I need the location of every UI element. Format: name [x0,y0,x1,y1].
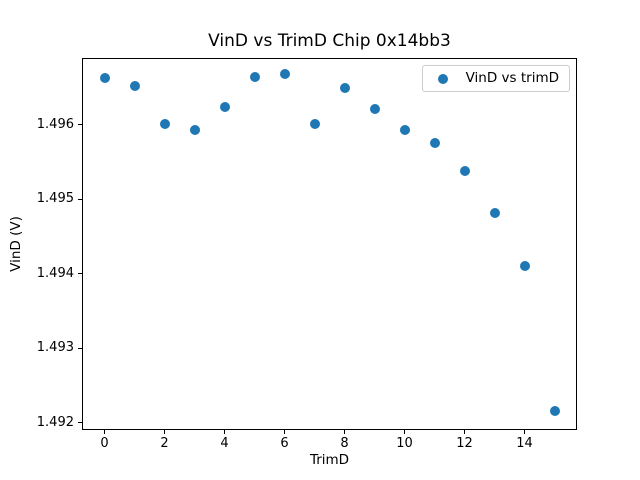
y-tick-label: 1.493 [36,340,74,356]
scatter-point[interactable] [369,104,380,115]
scatter-point[interactable] [519,261,530,272]
scatter-point[interactable] [459,166,470,177]
x-tick-mark [224,430,225,434]
x-tick-label: 12 [456,436,473,451]
x-tick-label: 6 [280,436,289,451]
x-tick-label: 8 [340,436,349,451]
y-tick-mark [78,347,82,349]
scatter-point[interactable] [309,119,320,130]
plot-area: VinD vs trimD [82,58,577,430]
x-tick-mark [284,430,285,434]
scatter-point[interactable] [399,125,410,136]
x-tick-label: 14 [516,436,533,451]
chart-title: VinD vs TrimD Chip 0x14bb3 [208,31,451,51]
legend-label: VinD vs trimD [465,70,559,86]
scatter-point[interactable] [339,82,350,93]
x-tick-mark [104,430,105,434]
x-tick-label: 10 [396,436,413,451]
scatter-point[interactable] [189,125,200,136]
y-tick-mark [78,422,82,424]
legend-marker-icon [437,73,448,84]
y-tick-label: 1.494 [36,265,74,281]
x-tick-mark [524,430,525,434]
scatter-point[interactable] [219,102,230,113]
legend[interactable]: VinD vs trimD [421,65,570,92]
scatter-point[interactable] [159,119,170,130]
y-tick-mark [78,273,82,275]
x-tick-mark [344,430,345,434]
scatter-point[interactable] [429,137,440,148]
x-tick-mark [404,430,405,434]
x-tick-label: 0 [100,436,109,451]
y-tick-mark [78,198,82,200]
scatter-point[interactable] [549,405,560,416]
x-tick-label: 4 [220,436,229,451]
scatter-point[interactable] [99,73,110,84]
scatter-point[interactable] [249,71,260,82]
y-tick-label: 1.496 [36,116,74,132]
x-tick-mark [164,430,165,434]
x-tick-label: 2 [160,436,169,451]
x-axis-label: TrimD [309,452,350,468]
y-axis-label: VinD (V) [8,216,24,272]
scatter-point[interactable] [279,69,290,80]
y-tick-mark [78,124,82,126]
scatter-point[interactable] [489,207,500,218]
scatter-point[interactable] [129,80,140,91]
x-tick-mark [464,430,465,434]
y-tick-label: 1.492 [36,414,74,430]
y-tick-label: 1.495 [36,191,74,207]
